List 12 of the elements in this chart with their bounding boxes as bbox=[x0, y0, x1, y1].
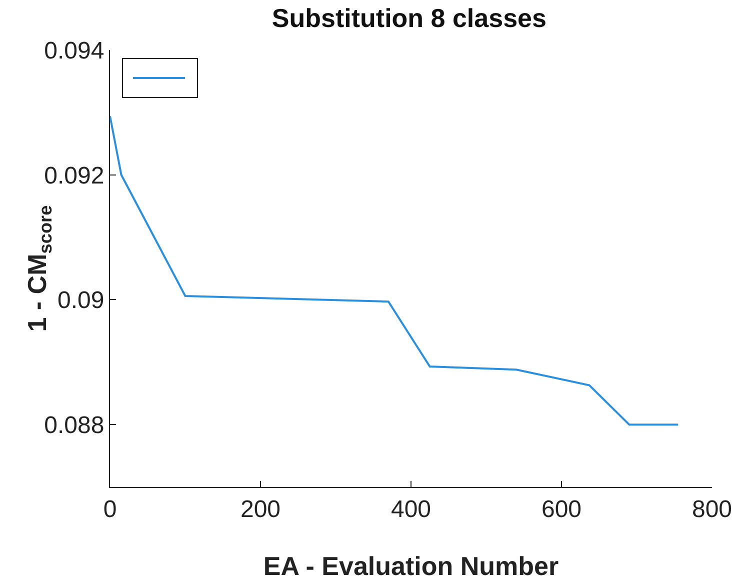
y-tick-label: 0.09 bbox=[57, 287, 104, 314]
x-tick-label: 600 bbox=[541, 496, 582, 523]
x-tick-label: 800 bbox=[692, 496, 732, 523]
x-axis-title: EA - Evaluation Number bbox=[263, 551, 559, 581]
x-tick-label: 200 bbox=[240, 496, 281, 523]
chart-title: Substitution 8 classes bbox=[272, 2, 546, 33]
y-tick-label: 0.092 bbox=[44, 162, 104, 190]
x-tick-label: 400 bbox=[390, 496, 432, 523]
x-tick-label: 0 bbox=[103, 496, 117, 523]
y-tick-label: 0.094 bbox=[44, 37, 104, 64]
y-tick-label: 0.088 bbox=[44, 412, 104, 439]
line-series bbox=[110, 115, 680, 426]
